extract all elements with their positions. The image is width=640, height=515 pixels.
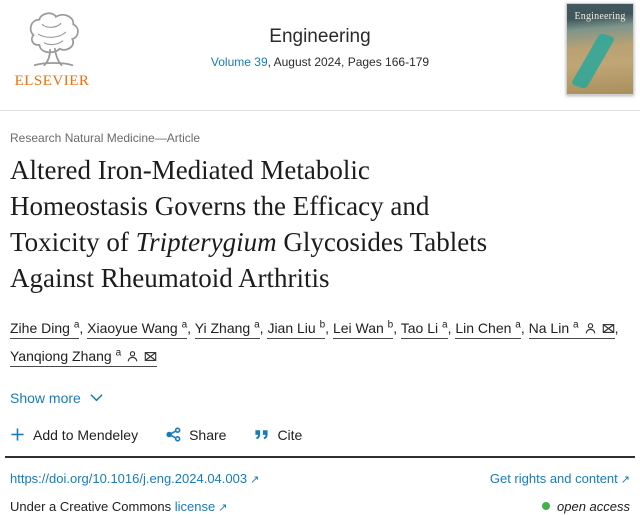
author-separator: , <box>79 319 88 336</box>
share-button[interactable]: Share <box>166 427 226 443</box>
journal-cover-thumbnail[interactable]: Engineering <box>566 3 634 95</box>
author-link[interactable]: Lin Chen a <box>455 319 521 339</box>
email-icon <box>144 351 157 361</box>
title-line: Against Rheumatoid Arthritis <box>10 262 330 293</box>
show-more-label: Show more <box>10 389 81 406</box>
article-category: Research Natural Medicine—Article <box>10 131 201 145</box>
article-title: Altered Iron-Mediated Metabolic Homeostas… <box>10 153 630 297</box>
plus-icon <box>11 428 24 441</box>
person-icon <box>585 322 595 334</box>
author-link[interactable]: Lei Wan b <box>332 319 394 339</box>
action-bar: Add to Mendeley Share Cite <box>10 427 630 443</box>
cite-label: Cite <box>277 426 303 443</box>
title-line: Altered Iron-Mediated Metabolic <box>10 155 370 185</box>
external-link-icon: ↗ <box>620 473 630 486</box>
journal-header: Engineering Volume 39, August 2024, Page… <box>120 26 520 69</box>
author-list: Zihe Ding a, Xiaoyue Wang a, Yi Zhang a,… <box>10 314 630 370</box>
external-link-icon: ↗ <box>250 473 260 486</box>
author-separator: , <box>393 319 401 336</box>
issue-info: , August 2024, Pages 166-179 <box>267 55 430 69</box>
author-separator: , <box>447 319 456 336</box>
share-icon <box>166 427 181 442</box>
cover-title-text: Engineering <box>574 11 626 22</box>
author-separator: , <box>520 319 529 336</box>
section-divider <box>5 455 635 458</box>
author-separator: , <box>259 319 268 336</box>
get-rights-link[interactable]: Get rights and content ↗ <box>489 470 630 486</box>
doi-rights-row: https://doi.org/10.1016/j.eng.2024.04.00… <box>10 471 630 486</box>
external-link-icon: ↗ <box>218 501 228 514</box>
volume-link[interactable]: Volume 39 <box>210 55 268 69</box>
open-access-label: open access <box>557 498 630 514</box>
author-separator: , <box>614 319 619 336</box>
elsevier-logo[interactable]: ELSEVIER <box>8 8 96 90</box>
open-access-badge: open access <box>542 499 630 514</box>
email-icon <box>602 323 614 333</box>
license-statement: Under a Creative Commons license ↗ <box>10 499 227 514</box>
author-link[interactable]: Yi Zhang a <box>194 319 260 339</box>
elsevier-tree-icon <box>29 12 79 67</box>
license-link[interactable]: license ↗ <box>174 498 228 514</box>
cite-button[interactable]: Cite <box>254 427 302 443</box>
show-more-button[interactable]: Show more <box>10 390 103 406</box>
doi-link[interactable]: https://doi.org/10.1016/j.eng.2024.04.00… <box>10 470 260 486</box>
journal-banner: ELSEVIER Engineering Volume 39, August 2… <box>0 0 640 111</box>
volume-issue-line: Volume 39, August 2024, Pages 166-179 <box>120 55 520 69</box>
journal-title-link[interactable]: Engineering <box>269 26 371 47</box>
person-icon <box>127 350 138 362</box>
chevron-down-icon <box>90 394 103 402</box>
elsevier-wordmark: ELSEVIER <box>14 73 90 89</box>
author-link[interactable]: Na Lin a <box>528 319 615 339</box>
author-link[interactable]: Zihe Ding a <box>10 319 80 339</box>
open-access-dot-icon <box>542 502 550 511</box>
add-to-mendeley-label: Add to Mendeley <box>33 426 139 443</box>
cite-icon <box>255 430 269 440</box>
author-separator: , <box>187 319 195 336</box>
share-label: Share <box>189 426 227 443</box>
license-row: Under a Creative Commons license ↗ open a… <box>10 499 630 514</box>
add-to-mendeley-button[interactable]: Add to Mendeley <box>10 427 138 443</box>
author-link[interactable]: Xiaoyue Wang a <box>87 319 188 339</box>
title-line: Toxicity of Tripterygium Glycosides Tabl… <box>10 226 488 257</box>
title-line: Homeostasis Governs the Efficacy and <box>10 190 430 221</box>
author-link[interactable]: Yanqiong Zhang a <box>10 347 158 367</box>
author-link[interactable]: Jian Liu b <box>267 319 326 339</box>
license-prefix: Under a Creative Commons <box>10 498 172 514</box>
author-separator: , <box>325 319 333 336</box>
author-link[interactable]: Tao Li a <box>400 319 448 339</box>
